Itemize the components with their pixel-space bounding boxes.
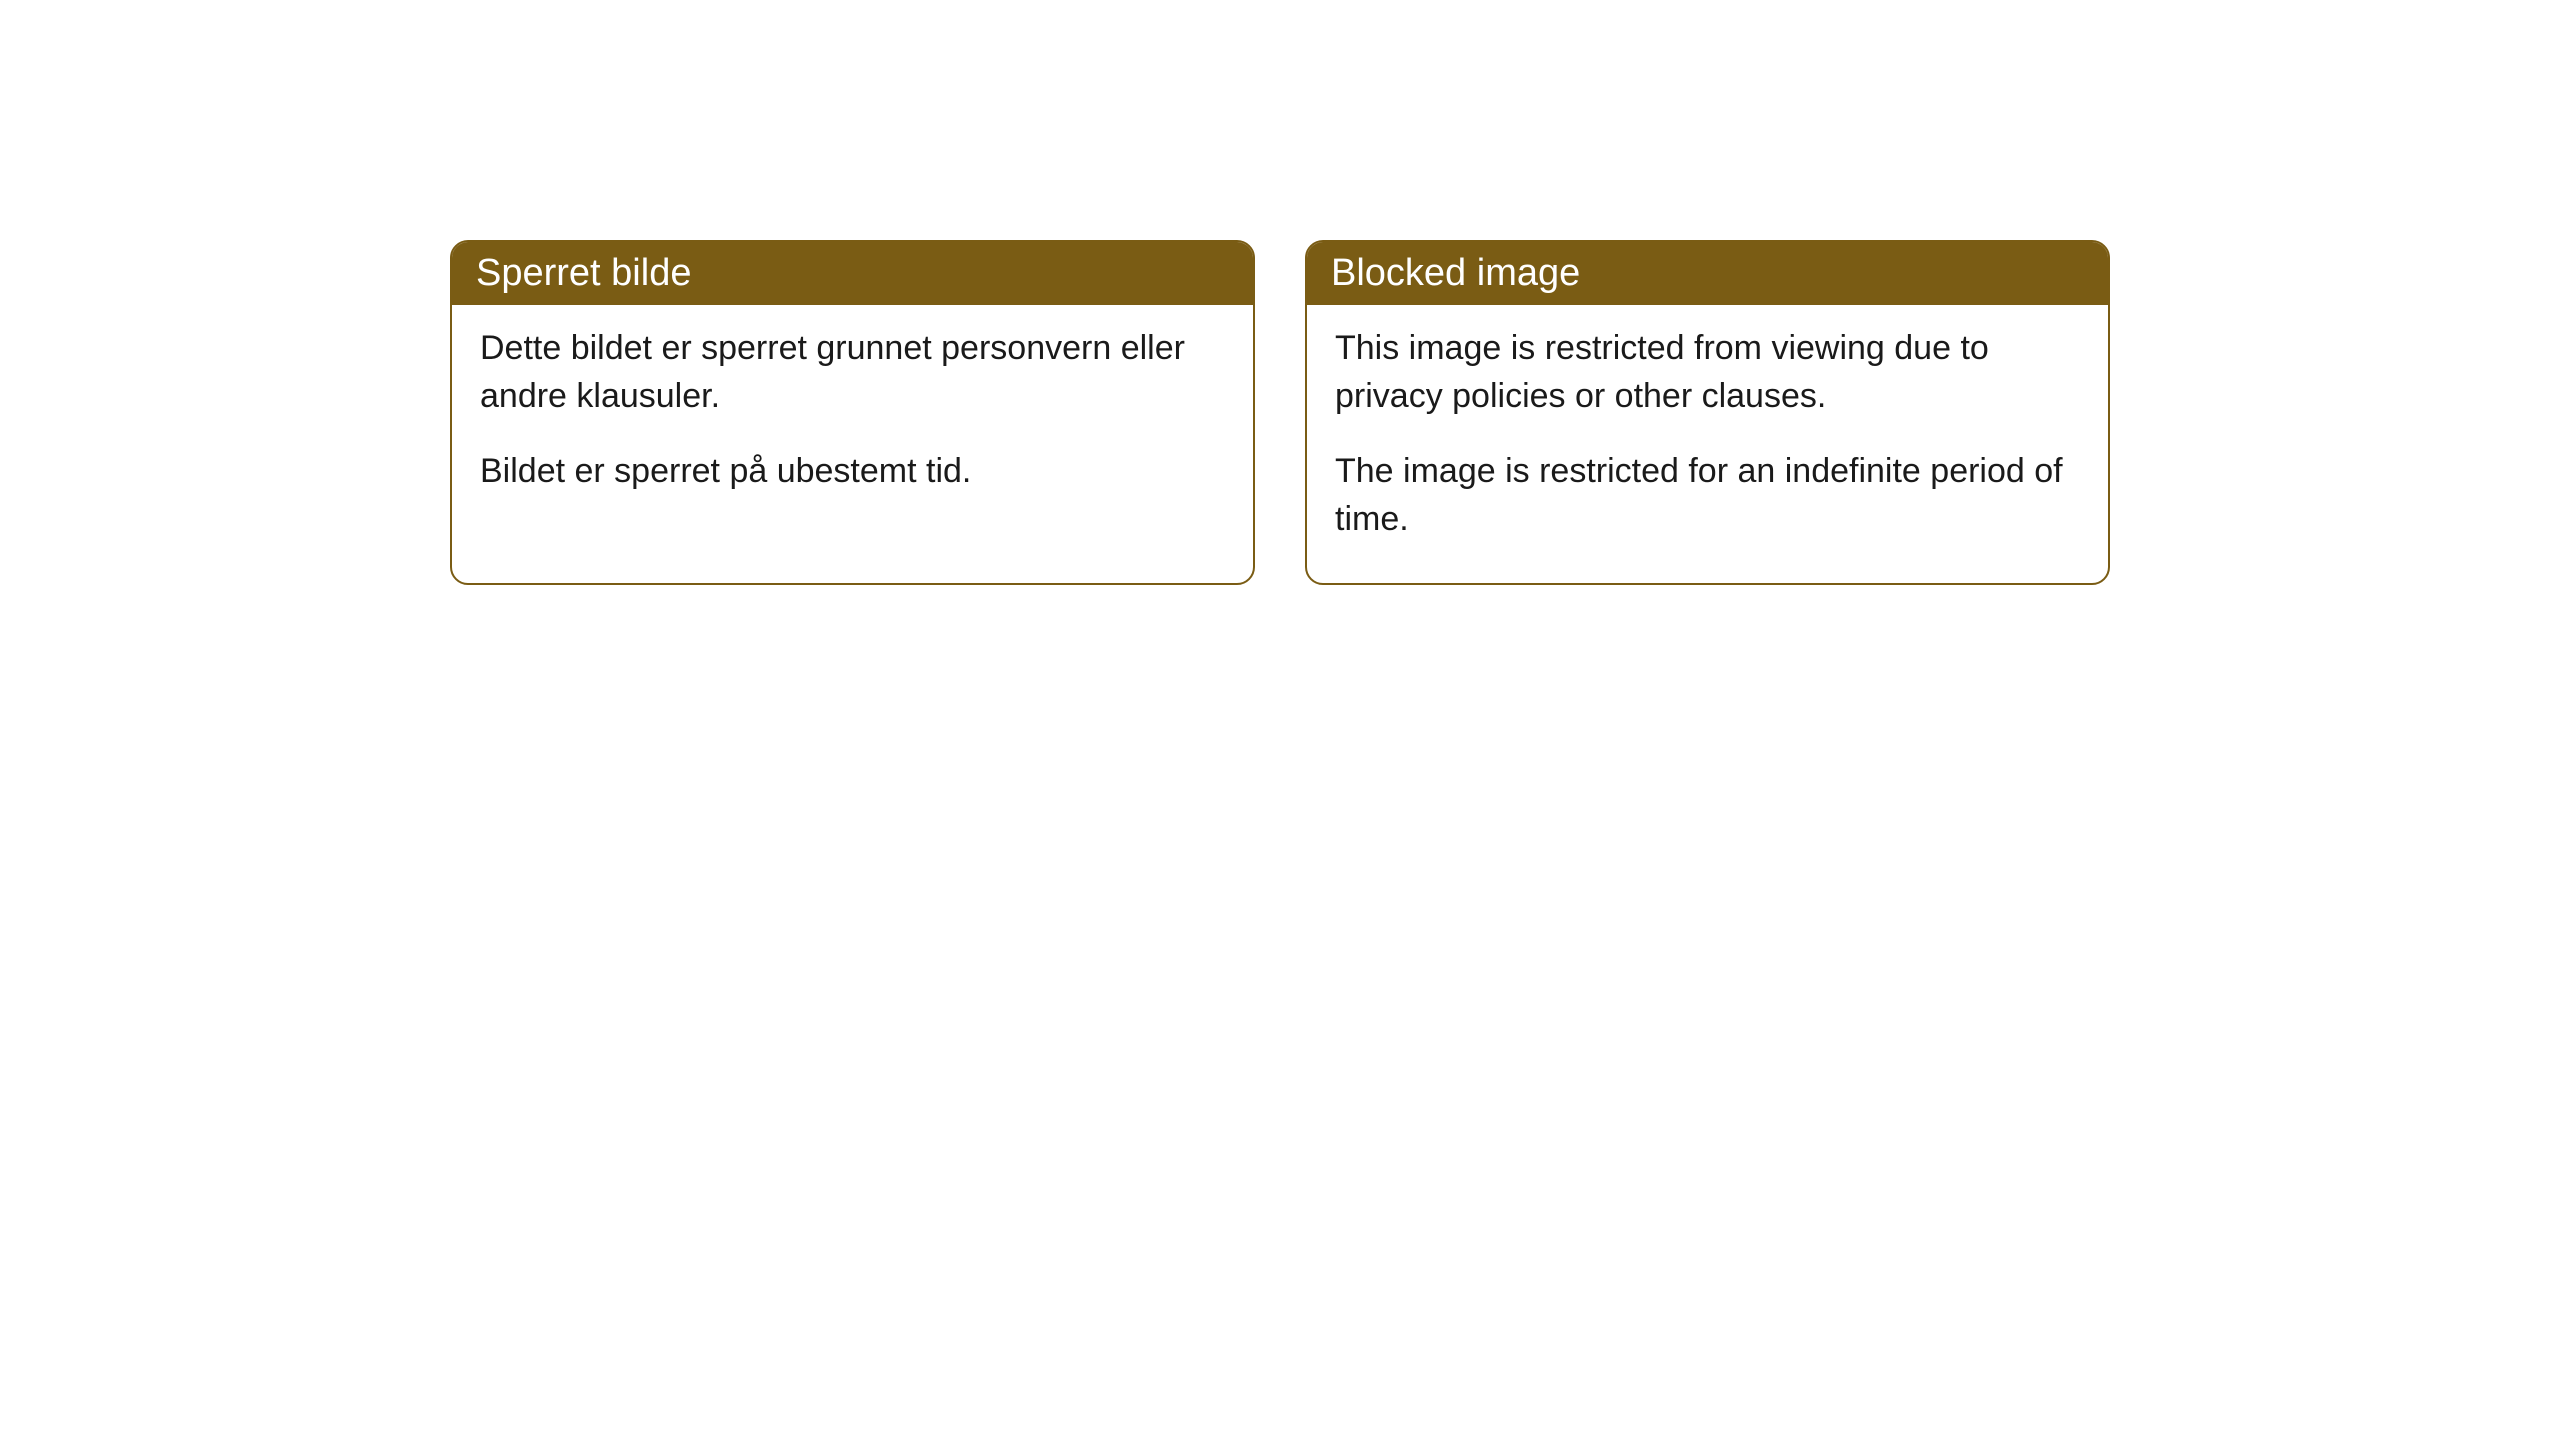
card-paragraph-2: Bildet er sperret på ubestemt tid. — [480, 448, 1225, 496]
card-paragraph-1: Dette bildet er sperret grunnet personve… — [480, 325, 1225, 420]
card-body-english: This image is restricted from viewing du… — [1307, 305, 2108, 583]
card-paragraph-2: The image is restricted for an indefinit… — [1335, 448, 2080, 543]
blocked-image-card-norwegian: Sperret bilde Dette bildet er sperret gr… — [450, 240, 1255, 585]
notice-cards-container: Sperret bilde Dette bildet er sperret gr… — [450, 240, 2560, 585]
blocked-image-card-english: Blocked image This image is restricted f… — [1305, 240, 2110, 585]
card-header-english: Blocked image — [1307, 242, 2108, 305]
card-body-norwegian: Dette bildet er sperret grunnet personve… — [452, 305, 1253, 536]
card-paragraph-1: This image is restricted from viewing du… — [1335, 325, 2080, 420]
card-header-norwegian: Sperret bilde — [452, 242, 1253, 305]
